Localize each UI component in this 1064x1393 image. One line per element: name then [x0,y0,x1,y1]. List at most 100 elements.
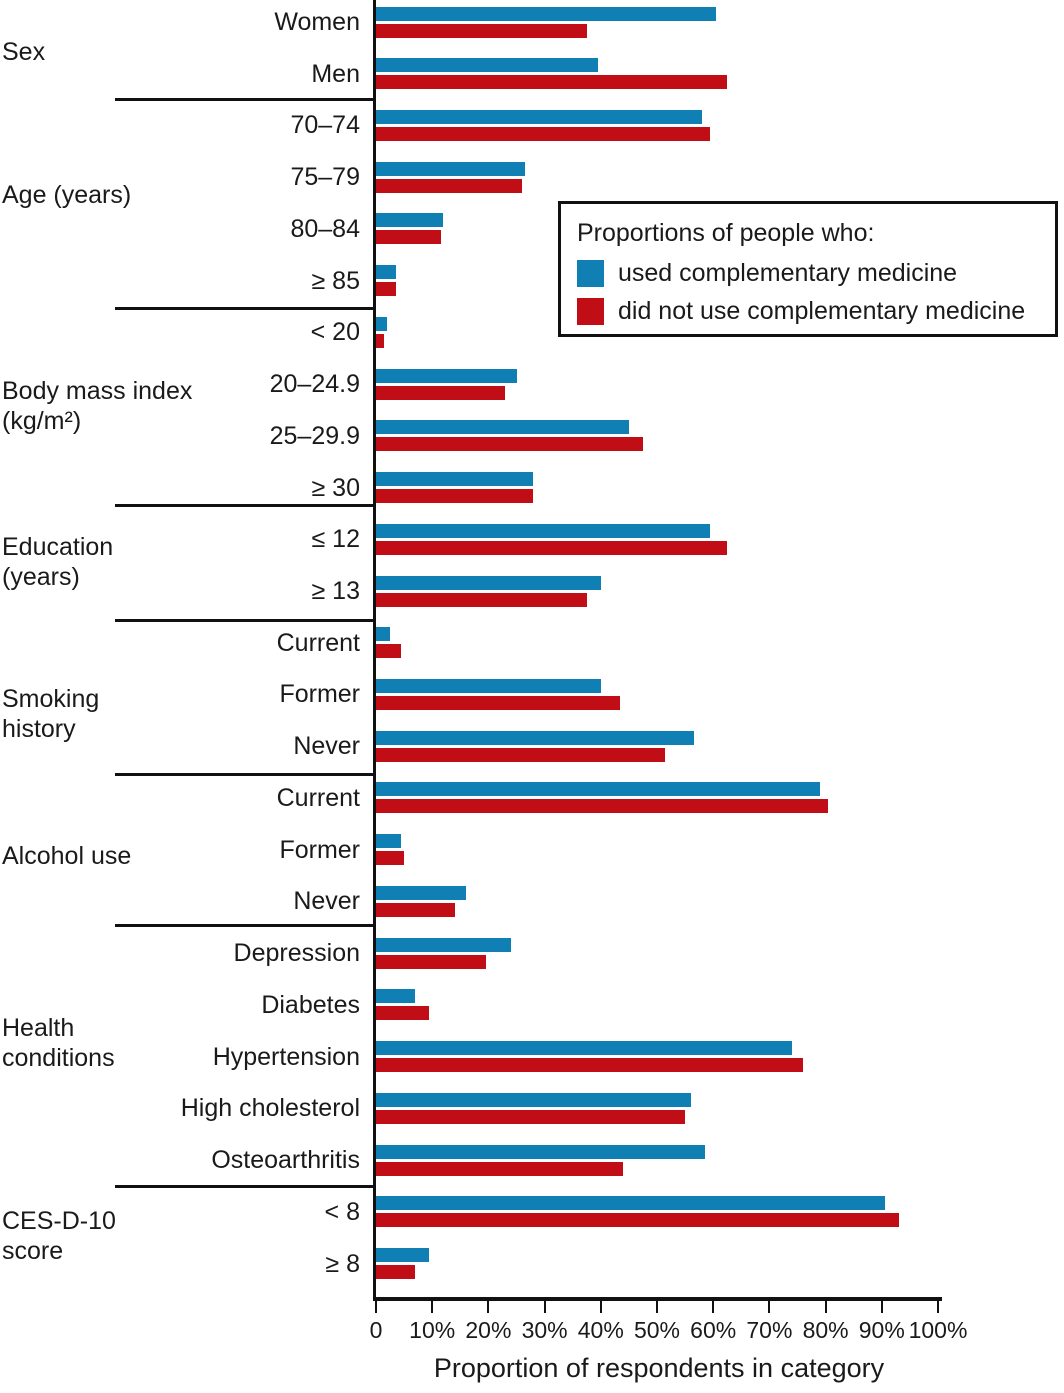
bar-not-used [376,954,486,969]
group-label-line: (kg/m²) [2,407,82,435]
bar-used [376,834,402,849]
bar-not-used [376,126,711,141]
x-axis-tick-label: 70% [746,1317,793,1343]
x-axis-tick [375,1301,377,1313]
bar-not-used [376,747,666,762]
bar-used [376,575,601,590]
x-axis-line [373,1297,942,1301]
x-axis-tick-label: 40% [577,1317,624,1343]
y-axis-line [373,0,376,1300]
bar-used [376,678,601,693]
bar-not-used [376,385,506,400]
legend-label-not-used: did not use complementary medicine [618,297,1026,325]
bar-not-used [376,437,643,452]
bar-not-used [376,851,405,866]
x-axis-tick [487,1301,490,1313]
bar-not-used [376,592,587,607]
bar-used [376,1144,705,1159]
bar-used [376,368,517,383]
group-label-line: (years) [2,563,80,591]
category-label: 75–79 [290,163,360,192]
x-axis-tick-label: 100% [908,1317,968,1343]
bar-used [376,420,629,435]
category-label: ≥ 30 [311,473,360,502]
legend-item-not-used: did not use complementary medicine [577,296,1039,326]
x-axis-tick-label: 20% [465,1317,512,1343]
legend-swatch-used-icon [577,259,604,287]
bar-used [376,782,820,797]
category-label: 80–84 [290,214,360,243]
category-label: ≥ 13 [311,577,360,606]
group-label: Age (years) [2,180,131,210]
bar-used [376,109,702,124]
x-axis-tick [824,1301,827,1313]
group-label: Alcohol use [2,841,131,871]
x-axis-title: Proportion of respondents in category [433,1353,885,1383]
group-label-line: Health [2,1014,75,1042]
group-label: Body mass index (kg/m²) [2,376,192,436]
bar-not-used [376,644,402,659]
x-axis-tick [712,1301,715,1313]
bar-not-used [376,230,441,245]
x-axis-tick-label: 90% [858,1317,905,1343]
bar-not-used [376,1161,624,1176]
bar-used [376,161,525,176]
group-label-line: Education [2,533,114,561]
group-separator-line [115,924,376,927]
bar-not-used [376,540,728,555]
bar-used [376,265,396,280]
group-separator-line [115,1185,376,1188]
group-label: CES-D-10 score [2,1206,116,1266]
x-axis-tick-label: 10% [409,1317,456,1343]
group-label: Smoking history [2,684,99,744]
group-label: Health conditions [2,1013,115,1073]
group-label-line: CES-D-10 [2,1207,116,1235]
category-label: Diabetes [261,990,360,1019]
legend-swatch-not-used-icon [577,297,604,325]
bar-used [376,627,391,642]
bar-used [376,523,711,538]
group-label: Sex [2,37,45,67]
category-label: Never [293,887,360,916]
bar-used [376,989,416,1004]
category-label: Men [311,59,360,88]
x-axis-tick-label: 50% [633,1317,681,1343]
x-axis-tick [431,1301,434,1313]
bar-used [376,885,466,900]
x-axis-tick-label: 80% [802,1317,849,1343]
category-label: Current [276,783,360,812]
category-label: High cholesterol [180,1094,360,1123]
group-label-line: Body mass index [2,377,193,405]
legend-title: Proportions of people who: [577,219,875,247]
x-axis-tick [656,1301,658,1313]
bar-not-used [376,695,621,710]
x-axis-tick [543,1301,546,1313]
legend: Proportions of people who: used compleme… [558,201,1058,337]
bar-used [376,316,388,331]
bar-not-used [376,902,455,917]
x-axis-tick [599,1301,602,1313]
x-axis-tick [768,1301,771,1313]
bar-not-used [376,1213,899,1228]
group-label-line: Sex [2,38,46,66]
bar-not-used [376,1109,686,1124]
group-label-line: conditions [2,1044,115,1072]
group-separator-line [115,504,376,507]
group-separator-line [115,619,376,622]
bar-used [376,213,444,228]
category-label: 70–74 [290,111,360,140]
group-label-line: history [2,715,76,743]
x-axis-tick [880,1301,883,1313]
group-label-line: Age (years) [2,181,132,209]
group-label: Education (years) [2,532,113,592]
category-label: ≥ 8 [325,1249,360,1278]
category-label: ≤ 12 [311,525,360,554]
bar-used [376,730,694,745]
bar-used [376,1041,792,1056]
bar-not-used [376,333,385,348]
group-label-line: Alcohol use [2,842,132,870]
bar-used [376,1196,885,1211]
bar-used [376,472,534,487]
category-label: Former [279,680,360,709]
